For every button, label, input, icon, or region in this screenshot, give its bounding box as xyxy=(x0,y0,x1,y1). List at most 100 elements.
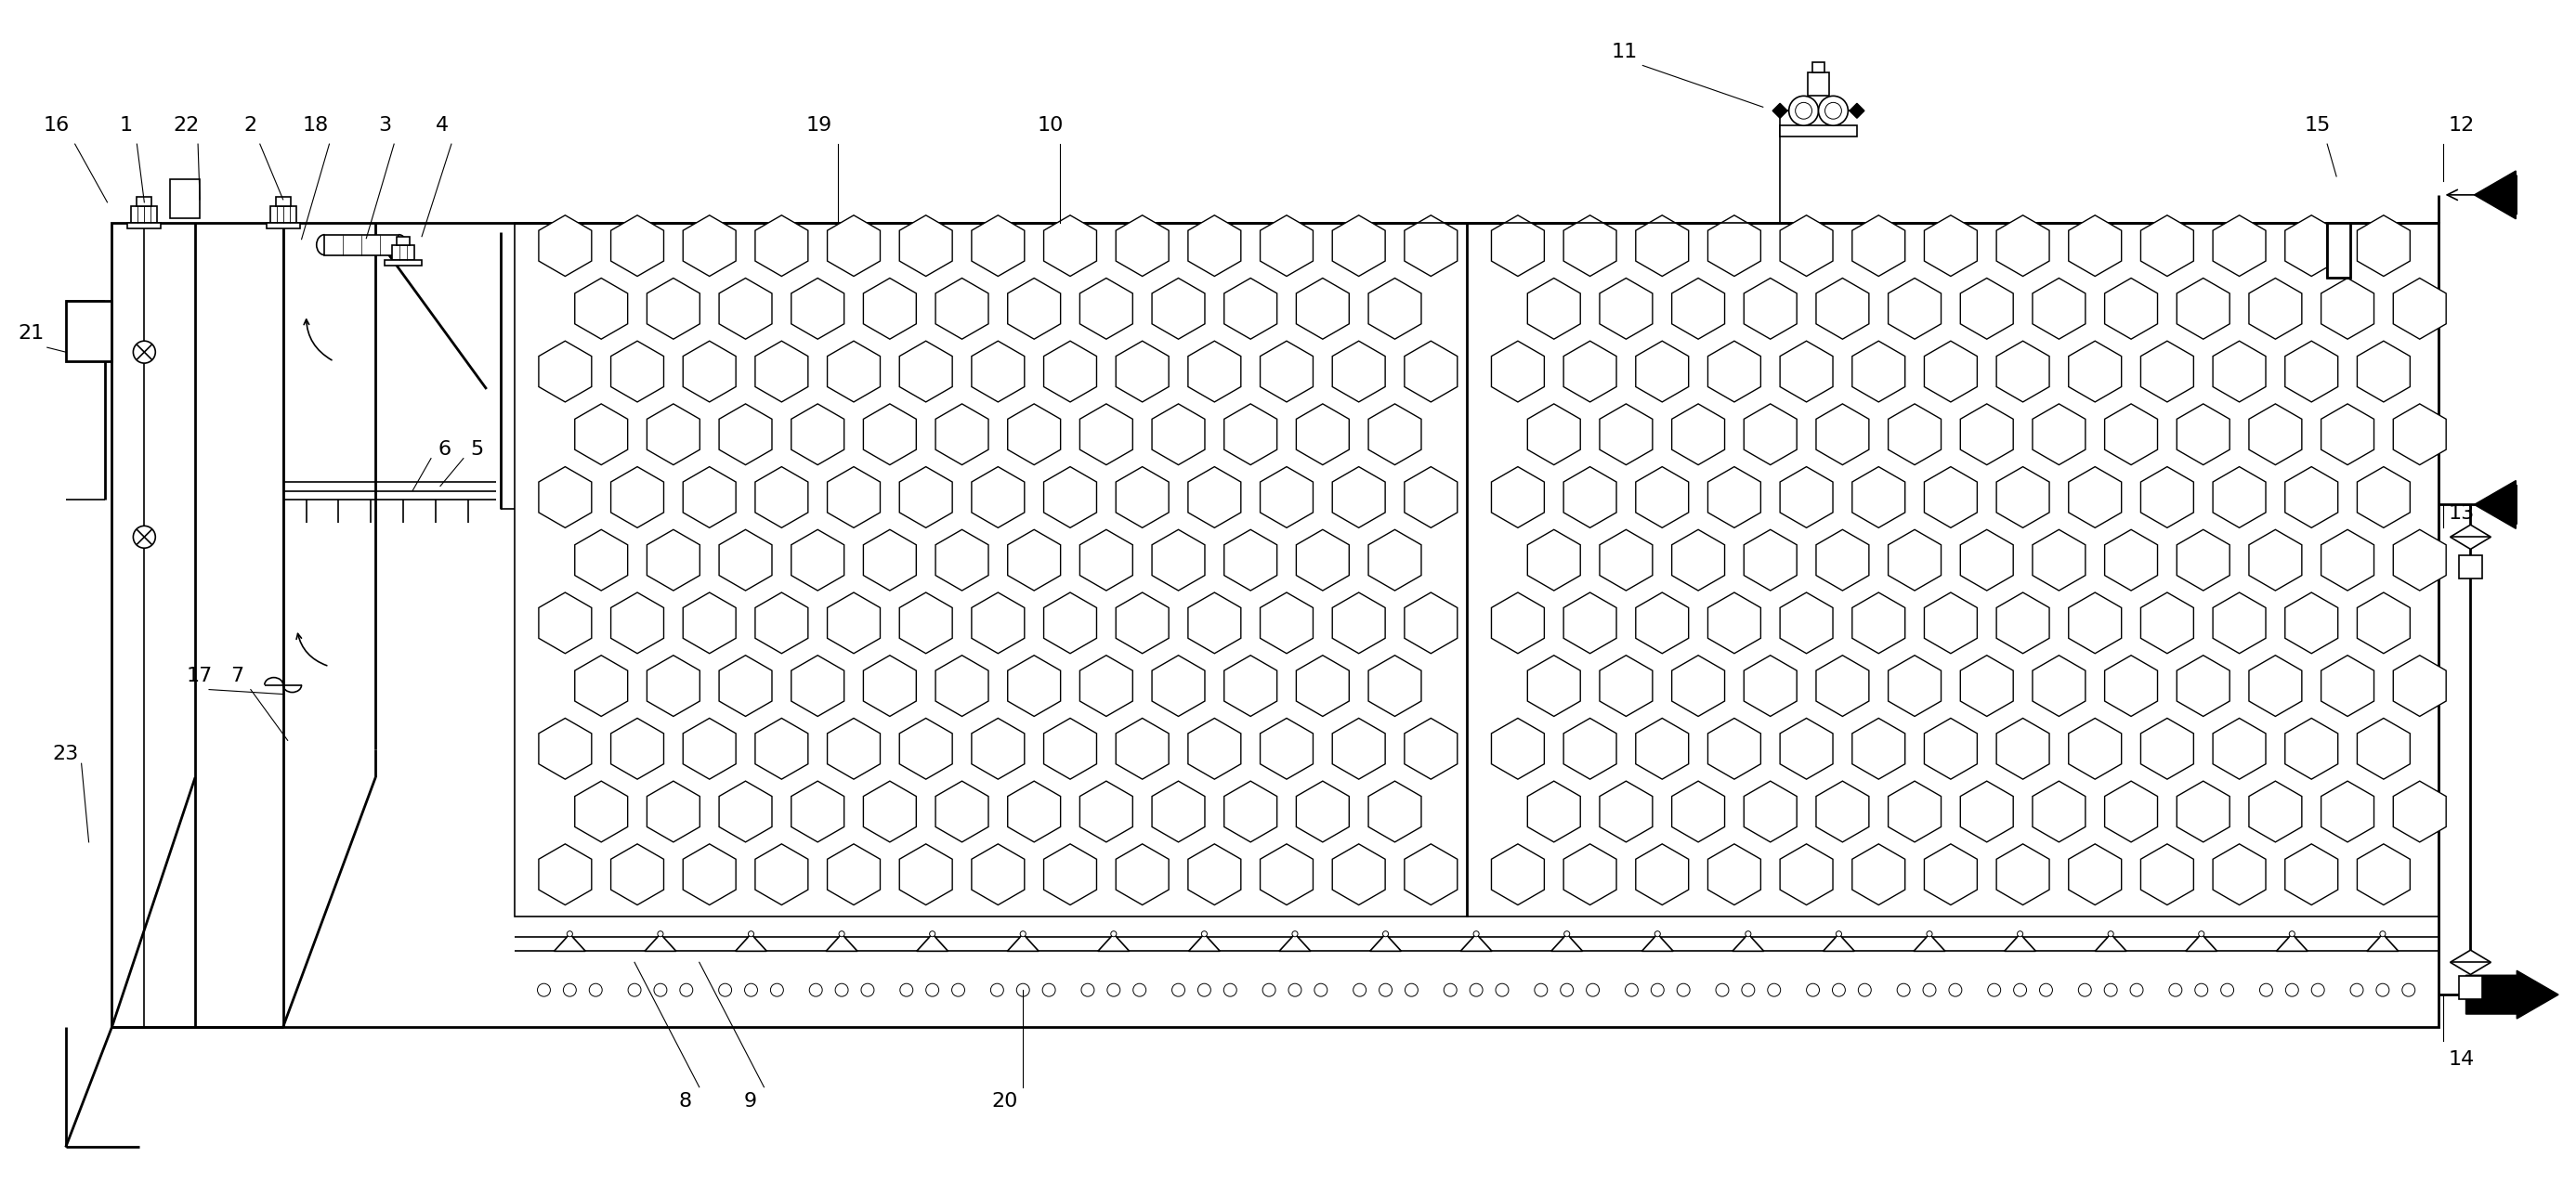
Polygon shape xyxy=(2213,844,2267,905)
Bar xyxy=(1780,126,1857,136)
Polygon shape xyxy=(1188,718,1242,780)
Circle shape xyxy=(2107,930,2112,936)
Polygon shape xyxy=(1296,781,1350,842)
Polygon shape xyxy=(1960,530,2014,591)
Polygon shape xyxy=(1852,718,1906,780)
Polygon shape xyxy=(1636,215,1690,276)
Polygon shape xyxy=(1492,592,1543,653)
Polygon shape xyxy=(611,215,665,276)
Polygon shape xyxy=(1404,341,1458,402)
Polygon shape xyxy=(2213,466,2267,527)
Polygon shape xyxy=(791,530,845,591)
Bar xyxy=(64,301,111,361)
Polygon shape xyxy=(935,530,989,591)
Polygon shape xyxy=(2141,215,2195,276)
Polygon shape xyxy=(2321,279,2375,340)
Polygon shape xyxy=(1188,215,1242,276)
Polygon shape xyxy=(755,592,809,653)
Polygon shape xyxy=(2285,341,2339,402)
Polygon shape xyxy=(1332,215,1386,276)
Polygon shape xyxy=(971,215,1025,276)
Polygon shape xyxy=(971,341,1025,402)
Polygon shape xyxy=(2285,844,2339,905)
Circle shape xyxy=(2017,930,2022,936)
Polygon shape xyxy=(1744,530,1798,591)
Polygon shape xyxy=(1043,215,1097,276)
Circle shape xyxy=(930,930,935,936)
Polygon shape xyxy=(611,341,665,402)
Polygon shape xyxy=(1079,404,1133,465)
Polygon shape xyxy=(1007,404,1061,465)
Polygon shape xyxy=(935,655,989,716)
Polygon shape xyxy=(647,655,701,716)
Bar xyxy=(265,222,299,228)
Polygon shape xyxy=(1007,530,1061,591)
Polygon shape xyxy=(2032,279,2087,340)
Text: 17: 17 xyxy=(185,666,214,685)
Polygon shape xyxy=(1996,718,2050,780)
Polygon shape xyxy=(1528,655,1579,716)
Polygon shape xyxy=(2249,655,2303,716)
Polygon shape xyxy=(1600,781,1651,842)
Text: 18: 18 xyxy=(301,116,330,135)
Polygon shape xyxy=(1780,592,1834,653)
Polygon shape xyxy=(1079,655,1133,716)
Circle shape xyxy=(567,930,572,936)
Polygon shape xyxy=(1924,466,1978,527)
Polygon shape xyxy=(1600,279,1651,340)
Polygon shape xyxy=(2141,844,2195,905)
Polygon shape xyxy=(1780,718,1834,780)
FancyArrow shape xyxy=(2476,171,2517,219)
Polygon shape xyxy=(1960,655,2014,716)
Polygon shape xyxy=(1296,655,1350,716)
Polygon shape xyxy=(827,341,881,402)
Polygon shape xyxy=(1332,592,1386,653)
Polygon shape xyxy=(1368,530,1422,591)
Polygon shape xyxy=(1852,466,1906,527)
Polygon shape xyxy=(1672,655,1726,716)
Polygon shape xyxy=(644,934,675,951)
Polygon shape xyxy=(827,215,881,276)
Polygon shape xyxy=(1852,341,1906,402)
Polygon shape xyxy=(683,466,737,527)
Polygon shape xyxy=(574,404,629,465)
Polygon shape xyxy=(899,718,953,780)
Polygon shape xyxy=(1370,934,1401,951)
Polygon shape xyxy=(1332,718,1386,780)
Polygon shape xyxy=(1772,103,1788,118)
Polygon shape xyxy=(2069,718,2123,780)
Polygon shape xyxy=(1007,934,1038,951)
Polygon shape xyxy=(1960,781,2014,842)
Polygon shape xyxy=(719,279,773,340)
Bar xyxy=(170,179,201,218)
Polygon shape xyxy=(1888,279,1942,340)
Polygon shape xyxy=(1151,279,1206,340)
Polygon shape xyxy=(1744,279,1798,340)
Polygon shape xyxy=(1816,655,1870,716)
Text: 4: 4 xyxy=(435,116,448,135)
Polygon shape xyxy=(2357,718,2411,780)
Polygon shape xyxy=(1188,466,1242,527)
Circle shape xyxy=(1819,96,1847,126)
Polygon shape xyxy=(1564,844,1615,905)
Polygon shape xyxy=(827,718,881,780)
Polygon shape xyxy=(1043,844,1097,905)
Polygon shape xyxy=(1007,781,1061,842)
Polygon shape xyxy=(899,844,953,905)
Polygon shape xyxy=(1528,404,1579,465)
Polygon shape xyxy=(2393,655,2447,716)
Polygon shape xyxy=(1528,279,1579,340)
Polygon shape xyxy=(1924,215,1978,276)
Circle shape xyxy=(1564,930,1569,936)
Polygon shape xyxy=(2141,592,2195,653)
Polygon shape xyxy=(935,404,989,465)
Polygon shape xyxy=(1960,279,2014,340)
Polygon shape xyxy=(1600,655,1651,716)
Circle shape xyxy=(1473,930,1479,936)
Polygon shape xyxy=(1528,781,1579,842)
Circle shape xyxy=(1788,96,1819,126)
Polygon shape xyxy=(971,844,1025,905)
Polygon shape xyxy=(1404,718,1458,780)
Polygon shape xyxy=(791,655,845,716)
Circle shape xyxy=(134,526,155,548)
